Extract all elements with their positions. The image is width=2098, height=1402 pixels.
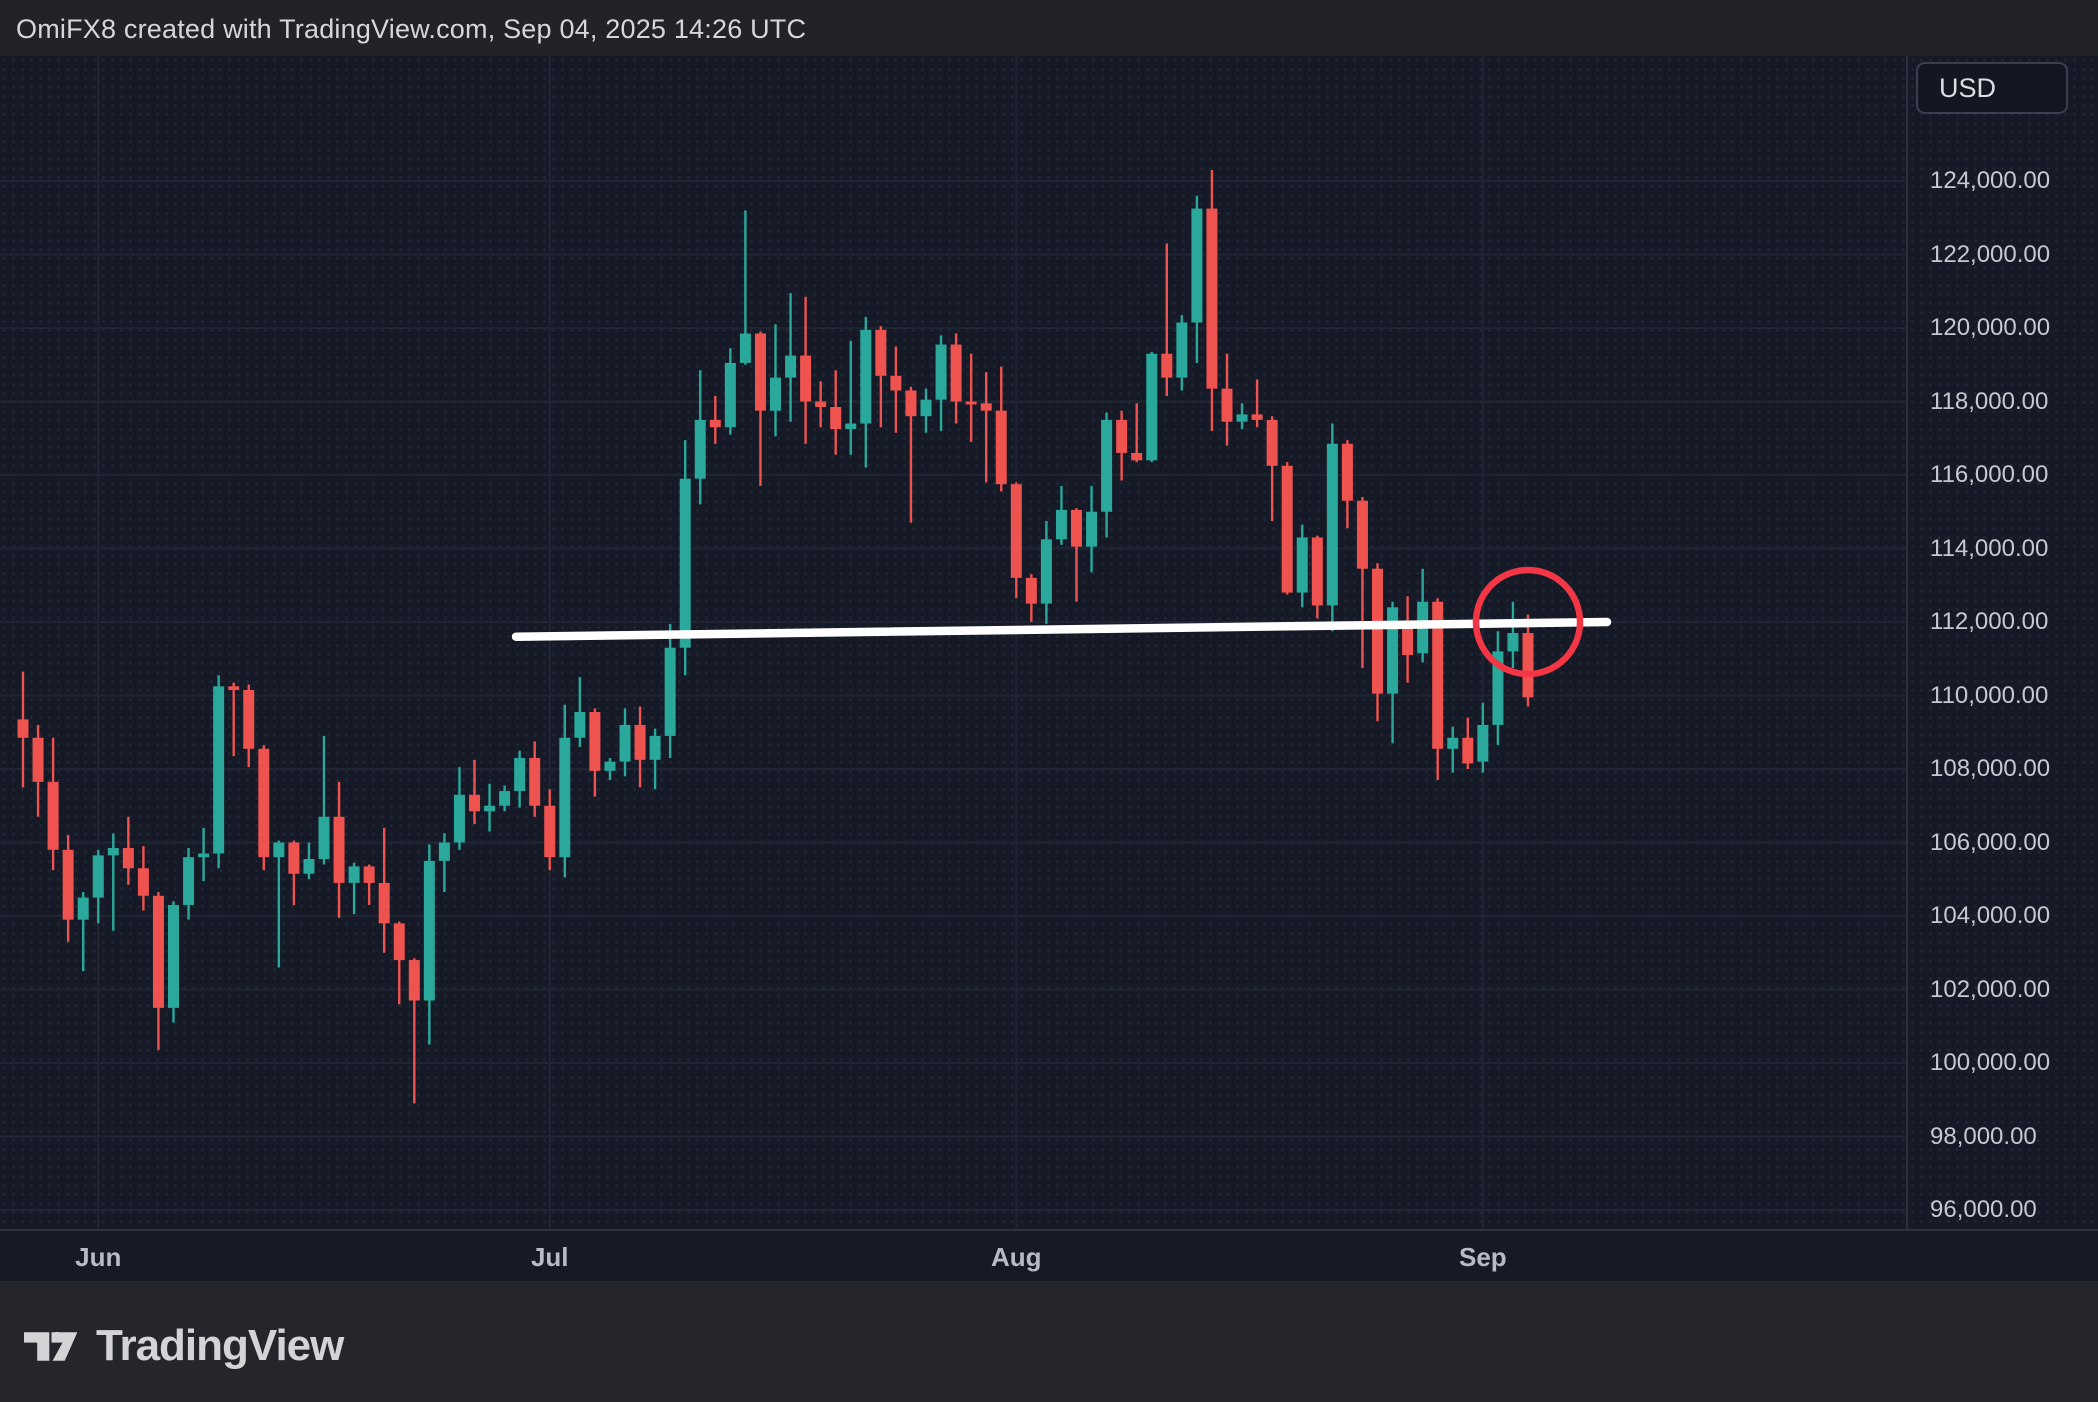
price-tick-label: 98,000.00 <box>1930 1122 2037 1150</box>
time-axis[interactable]: Jun Jul Aug Sep <box>0 1229 2098 1281</box>
price-tick-label: 96,000.00 <box>1930 1196 2037 1223</box>
month-tick-label: Aug <box>991 1242 1042 1272</box>
price-tick-label: 120,000.00 <box>1930 314 2051 341</box>
price-tick-label: 108,000.00 <box>1930 755 2051 782</box>
price-tick-label: 118,000.00 <box>1930 387 2049 415</box>
chart-pane[interactable] <box>0 56 1906 1229</box>
price-tick-label: 114,000.00 <box>1930 534 2049 562</box>
header-bar: OmiFX8 created with TradingView.com, Sep… <box>0 0 2098 56</box>
attribution-title: OmiFX8 created with TradingView.com, Sep… <box>16 14 807 44</box>
currency-usd-button[interactable]: USD <box>1916 62 2068 114</box>
month-tick-label: Jun <box>75 1242 122 1272</box>
tradingview-logo-icon <box>24 1331 79 1362</box>
price-tick-label: 106,000.00 <box>1930 828 2051 856</box>
price-axis[interactable]: USD 124,000.00 122,000.00 120,000.00 118,00… <box>1906 56 2098 1229</box>
footer-bar: TradingView <box>0 1281 2098 1402</box>
price-tick-label: 102,000.00 <box>1930 975 2051 1003</box>
month-tick-label: Sep <box>1459 1242 1507 1272</box>
brand-name: TradingView <box>96 1321 344 1370</box>
tradingview-logo[interactable]: TradingView <box>24 1321 344 1371</box>
price-tick-label: 100,000.00 <box>1930 1049 2051 1076</box>
price-tick-label: 122,000.00 <box>1930 240 2051 268</box>
price-tick-label: 116,000.00 <box>1930 461 2049 488</box>
month-tick-label: Jul <box>530 1242 569 1272</box>
price-tick-label: 112,000.00 <box>1930 608 2049 635</box>
price-tick-label: 104,000.00 <box>1930 902 2051 929</box>
price-tick-label: 124,000.00 <box>1930 167 2051 194</box>
price-tick-label: 110,000.00 <box>1930 681 2049 709</box>
